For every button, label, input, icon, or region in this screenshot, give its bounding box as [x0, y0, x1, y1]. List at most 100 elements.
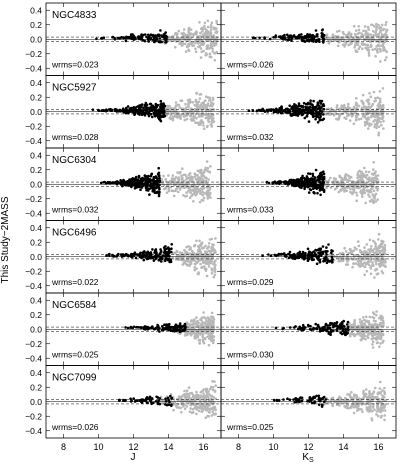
all-star-point	[210, 257, 214, 260]
all-star-point	[374, 54, 377, 58]
used-star-point	[163, 37, 167, 40]
all-star-point	[192, 111, 195, 115]
y-tick-label: 0.4	[30, 223, 42, 233]
all-star-point	[366, 336, 370, 340]
all-star-point	[355, 96, 358, 100]
all-star-point	[380, 262, 384, 265]
all-star-point	[370, 123, 373, 126]
all-star-point	[365, 99, 369, 102]
all-star-point	[174, 258, 178, 261]
used-star-point	[159, 119, 163, 123]
all-star-point	[343, 40, 347, 44]
all-star-point	[200, 175, 204, 178]
all-star-point	[346, 174, 350, 177]
all-star-point	[199, 177, 202, 180]
all-star-point	[193, 185, 197, 189]
all-star-point	[381, 34, 385, 37]
used-star-point	[312, 258, 316, 261]
used-star-point	[91, 108, 95, 111]
all-star-point	[355, 199, 359, 202]
all-star-point	[193, 322, 196, 325]
used-star-point	[314, 105, 317, 109]
all-star-point	[211, 339, 214, 342]
all-star-point	[375, 33, 378, 37]
all-star-point	[195, 92, 198, 95]
all-star-point	[211, 315, 215, 319]
used-star-point	[165, 254, 168, 257]
used-star-point	[151, 106, 154, 109]
all-star-point	[180, 178, 184, 181]
used-star-point	[321, 104, 325, 107]
used-star-point	[319, 118, 323, 122]
all-star-point	[363, 250, 367, 253]
used-star-point	[329, 328, 333, 332]
used-star-point	[309, 108, 313, 111]
used-star-point	[305, 35, 308, 38]
all-star-point	[209, 26, 213, 29]
used-star-point	[143, 108, 147, 111]
all-star-point	[203, 24, 206, 28]
used-star-point	[113, 108, 117, 112]
used-star-point	[322, 257, 326, 260]
all-star-point	[373, 194, 377, 198]
y-tick-label: 0.4	[30, 5, 42, 15]
used-star-point	[124, 39, 128, 43]
all-star-point	[206, 25, 210, 29]
y-tick-label: −0.4	[25, 208, 42, 218]
used-star-point	[311, 172, 315, 176]
all-star-point	[341, 186, 345, 189]
all-star-point	[206, 169, 209, 173]
used-star-point	[135, 182, 139, 186]
all-star-point	[200, 266, 203, 270]
all-star-point	[333, 187, 337, 191]
used-star-point	[177, 328, 181, 332]
used-star-point	[267, 253, 270, 256]
all-star-point	[377, 125, 381, 129]
used-star-point	[157, 34, 161, 37]
all-star-point	[372, 201, 376, 205]
all-star-point	[185, 405, 189, 408]
all-star-point	[351, 328, 355, 332]
used-star-point	[156, 109, 159, 113]
all-star-point	[382, 27, 386, 31]
all-star-point	[342, 105, 345, 109]
all-star-point	[354, 107, 358, 111]
used-star-point	[122, 36, 125, 40]
used-star-point	[112, 254, 115, 258]
used-star-point	[289, 114, 293, 117]
panel-NGC4833-Ks: wrms=0.026	[220, 2, 397, 76]
all-star-point	[379, 39, 383, 43]
all-star-point	[193, 268, 196, 272]
used-star-point	[135, 178, 139, 182]
used-star-point	[317, 110, 321, 114]
used-star-point	[130, 37, 133, 40]
all-star-point	[201, 246, 205, 250]
all-star-point	[377, 238, 380, 241]
used-star-point	[154, 175, 158, 178]
used-star-point	[339, 322, 343, 326]
all-star-point	[366, 332, 370, 335]
all-star-point	[167, 189, 171, 193]
used-star-point	[136, 180, 140, 184]
all-star-point	[210, 271, 214, 275]
all-star-point	[335, 106, 339, 109]
all-star-point	[201, 29, 204, 33]
used-star-point	[178, 325, 182, 329]
all-star-point	[196, 169, 200, 173]
all-star-point	[360, 109, 364, 112]
used-star-point	[141, 255, 145, 259]
all-star-point	[378, 27, 381, 30]
all-star-point	[184, 113, 188, 116]
all-star-point	[380, 44, 384, 48]
used-star-point	[313, 35, 316, 38]
used-star-point	[303, 255, 307, 259]
all-star-point	[367, 51, 371, 55]
all-star-point	[205, 190, 209, 194]
all-star-point	[211, 386, 215, 389]
wrms-label: wrms=0.029	[226, 277, 274, 287]
all-star-point	[383, 243, 387, 247]
all-star-point	[379, 117, 383, 120]
used-star-point	[322, 170, 325, 173]
used-star-point	[318, 252, 322, 256]
all-star-point	[365, 43, 369, 47]
